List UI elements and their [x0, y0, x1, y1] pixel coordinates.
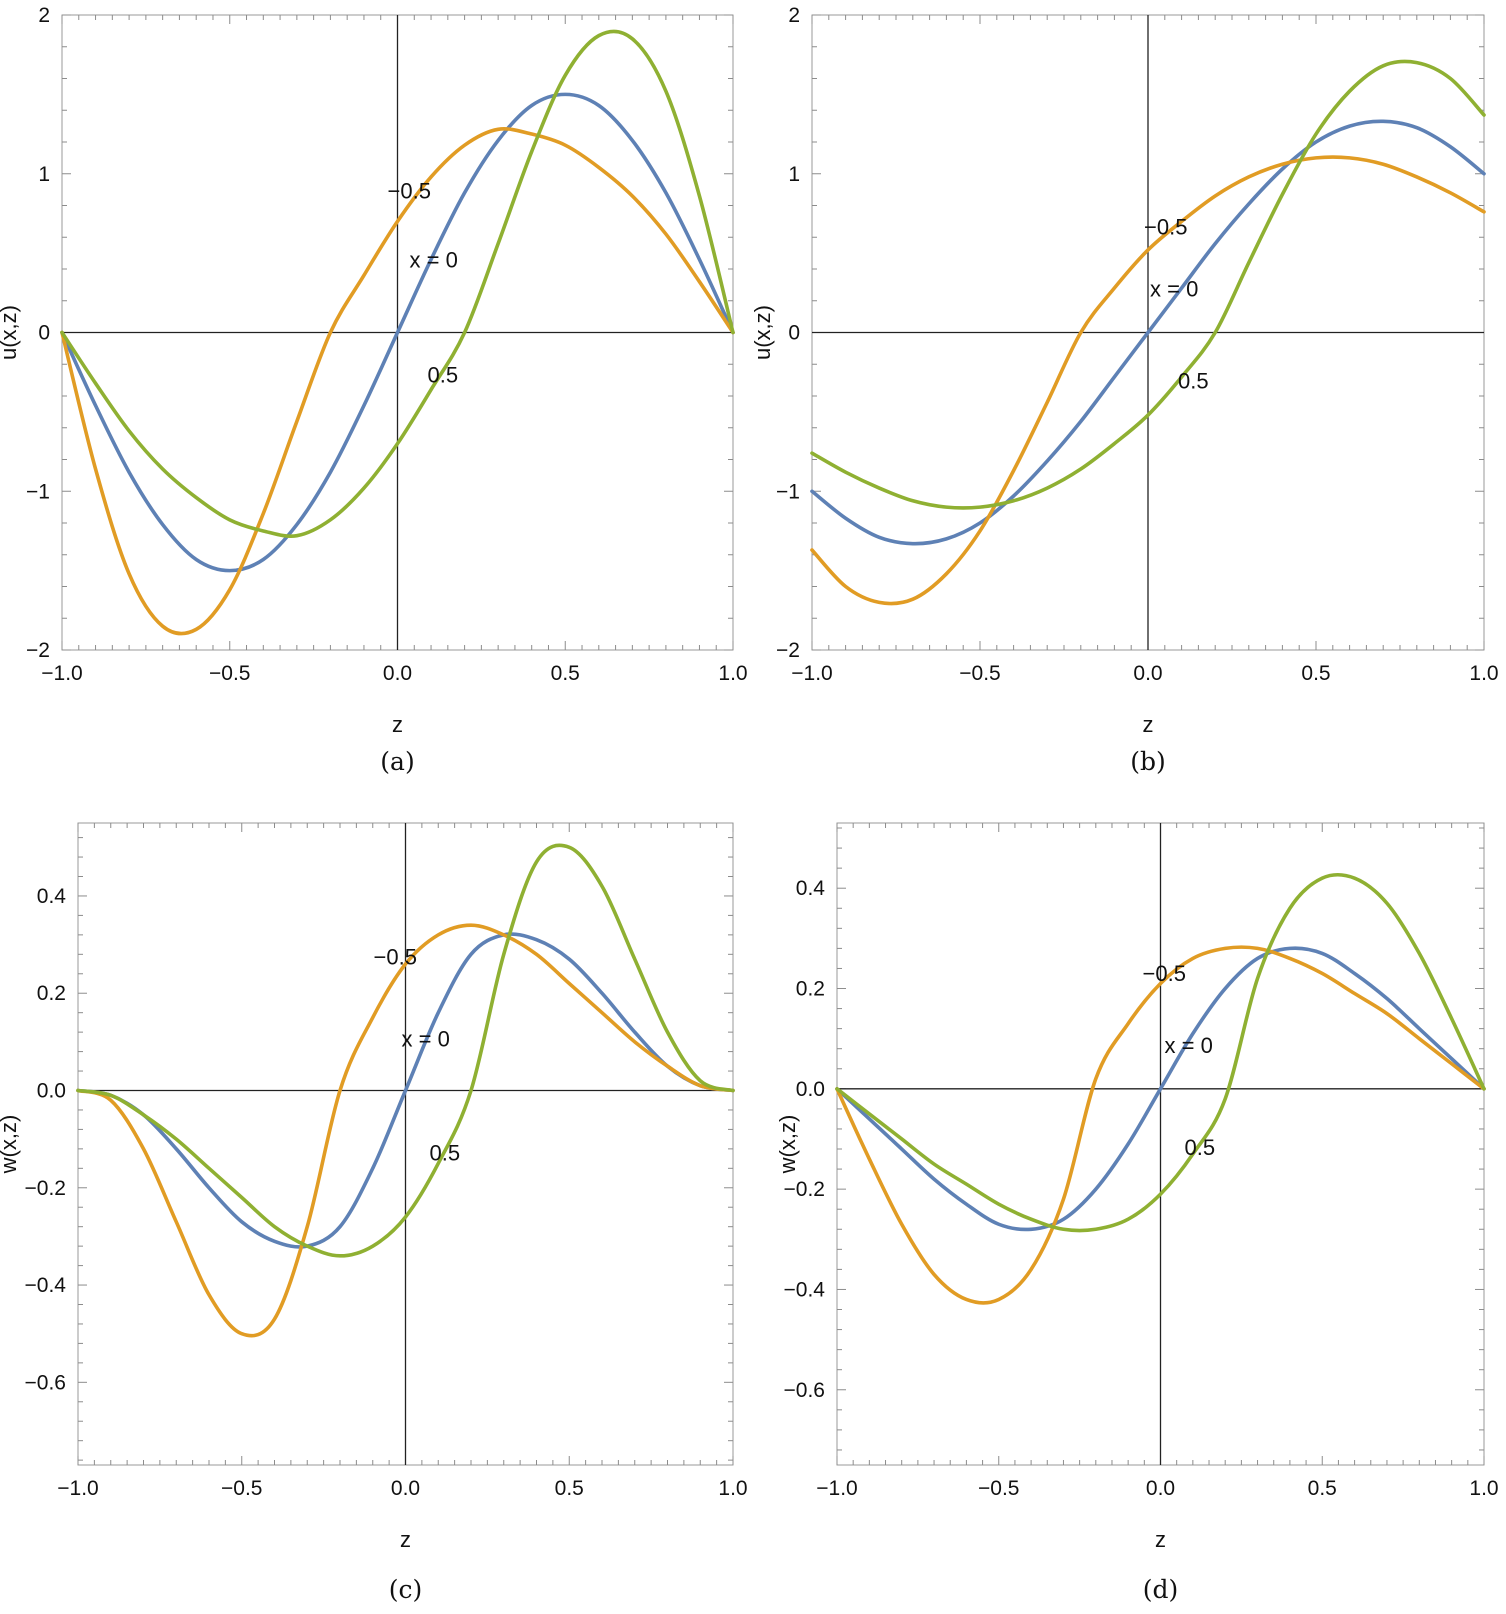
curve-label: x = 0: [1165, 1033, 1213, 1058]
x-tick-label: 0.0: [1133, 662, 1162, 685]
panel-caption: (d): [1143, 1575, 1179, 1604]
panel-caption: (c): [389, 1575, 423, 1604]
y-tick-label: 0.2: [796, 978, 825, 1001]
x-tick-label: −0.5: [959, 662, 1000, 685]
series-line-x-neg-0-5: [60, 127, 735, 636]
curve-label: 0.5: [1178, 369, 1209, 394]
series-line-x-neg-0-5: [835, 945, 1486, 1305]
y-axis-label: u(x,z): [0, 305, 21, 360]
x-tick-label: 1.0: [718, 1477, 747, 1500]
y-tick-label: 1: [38, 163, 50, 186]
y-tick-label: −2: [776, 639, 800, 662]
y-axis-label: w(x,z): [775, 1115, 800, 1175]
x-tick-label: 0.5: [1308, 1477, 1337, 1500]
y-tick-label: −1: [776, 480, 800, 503]
y-axis-label: w(x,z): [0, 1115, 21, 1175]
x-tick-label: 0.0: [383, 662, 412, 685]
series-line-x-pos-0-5: [810, 59, 1486, 510]
y-tick-label: 0: [788, 322, 800, 345]
y-tick-label: −0.2: [784, 1178, 825, 1201]
y-tick-label: 0.4: [37, 885, 67, 908]
x-tick-label: −1.0: [57, 1477, 98, 1500]
x-axis-label: z: [1155, 1527, 1166, 1552]
x-axis-label: z: [400, 1527, 411, 1552]
y-tick-label: 0.4: [796, 877, 826, 900]
curve-label: x = 0: [402, 1027, 450, 1052]
y-tick-label: −0.4: [784, 1278, 826, 1301]
series-line-x-neg-0-5: [810, 155, 1486, 606]
y-tick-label: −0.4: [25, 1274, 67, 1297]
y-tick-label: −1: [26, 480, 50, 503]
series-line-x-0: [60, 92, 735, 573]
y-tick-label: 0.0: [796, 1078, 825, 1101]
curve-label: x = 0: [1150, 277, 1198, 302]
x-tick-label: 0.0: [391, 1477, 420, 1500]
y-tick-label: 1: [788, 163, 800, 186]
chart-panel-b: −1.0 −0.5 0.0 0.5 1.0 −2 −1 0 1 2 z u(x,z) −0.5 x = 0…: [750, 4, 1499, 776]
x-tick-label: 1.0: [1469, 662, 1498, 685]
chart-panel-c: −1.0 −0.5 0.0 0.5 1.0 −0.6 −0.4 −0.2 0.0 0.2 0.4 z w…: [0, 822, 748, 1604]
x-tick-label: −1.0: [41, 662, 82, 685]
x-tick-label: 0.0: [1146, 1477, 1175, 1500]
x-tick-label: −0.5: [978, 1477, 1019, 1500]
x-tick-label: −1.0: [816, 1477, 857, 1500]
y-tick-label: −0.2: [25, 1177, 66, 1200]
series-line-x-pos-0-5: [76, 843, 735, 1258]
y-tick-label: −0.6: [784, 1379, 825, 1402]
x-tick-label: −0.5: [221, 1477, 262, 1500]
x-tick-label: 1.0: [1469, 1477, 1498, 1500]
x-axis-label: z: [1143, 712, 1154, 737]
series-line-x-pos-0-5: [835, 872, 1486, 1233]
y-tick-label: 2: [38, 4, 50, 27]
y-tick-label: 0.2: [37, 982, 66, 1005]
x-tick-label: 1.0: [718, 662, 747, 685]
curve-label: −0.5: [388, 179, 431, 204]
x-tick-label: −0.5: [209, 662, 250, 685]
curve-label: 0.5: [430, 1141, 461, 1166]
series-line-x-0: [810, 119, 1486, 546]
y-axis-label: u(x,z): [750, 305, 775, 360]
curve-label: −0.5: [1143, 961, 1186, 986]
series-line-x-neg-0-5: [76, 923, 735, 1338]
panel-caption: (b): [1130, 747, 1166, 776]
x-tick-label: −1.0: [791, 662, 832, 685]
chart-panel-d: −1.0 −0.5 0.0 0.5 1.0 −0.6 −0.4 −0.2 0.0 0.2 0.4 z w…: [775, 822, 1499, 1604]
y-tick-label: −2: [26, 639, 50, 662]
x-axis-label: z: [392, 712, 403, 737]
series-line-x-0: [76, 932, 735, 1249]
series-line-x-0: [835, 946, 1486, 1232]
curve-label: −0.5: [374, 945, 417, 970]
x-tick-label: 0.5: [551, 662, 580, 685]
chart-panel-a: −1.0 −0.5 0.0 0.5 1.0 −2 −1 0 1 2 z u(x,z) −0.5 x = 0…: [0, 4, 748, 776]
y-tick-label: 2: [788, 4, 800, 27]
y-tick-label: −0.6: [25, 1371, 66, 1394]
curve-label: 0.5: [1185, 1135, 1216, 1160]
x-tick-label: 0.5: [555, 1477, 584, 1500]
curve-label: 0.5: [428, 363, 459, 388]
curve-label: −0.5: [1144, 215, 1187, 240]
x-tick-label: 0.5: [1301, 662, 1330, 685]
y-tick-label: 0.0: [37, 1080, 66, 1103]
series-line-x-pos-0-5: [60, 29, 735, 538]
y-tick-label: 0: [38, 322, 50, 345]
panel-caption: (a): [380, 747, 414, 776]
curve-label: x = 0: [410, 248, 458, 273]
